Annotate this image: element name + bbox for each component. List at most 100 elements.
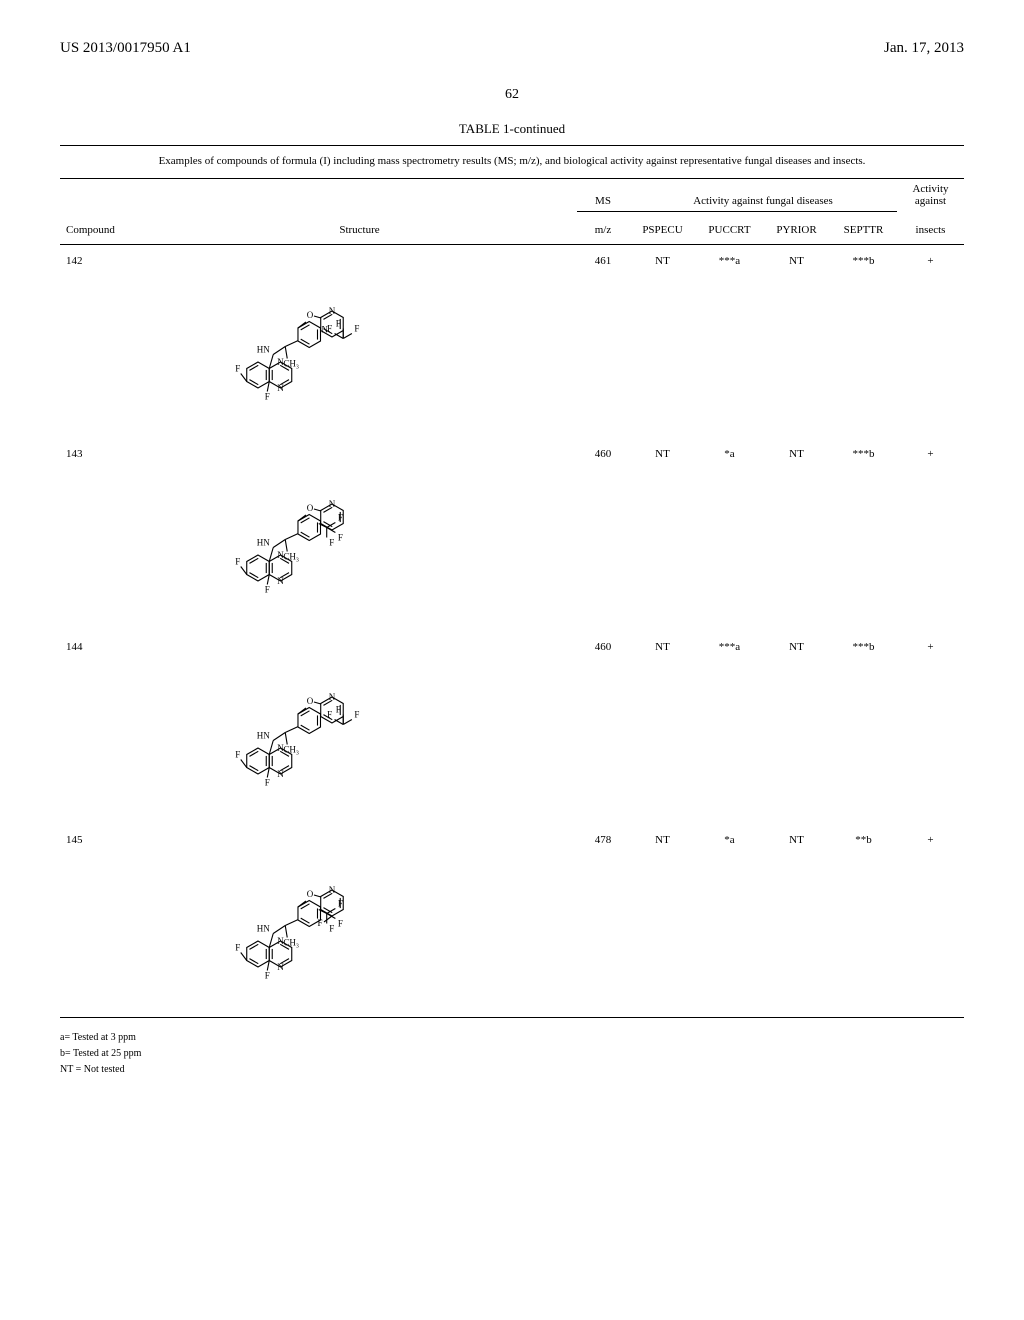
cell-mz: 460 — [577, 631, 629, 824]
cell-compound: 144 — [60, 631, 142, 824]
cell-pspecu: NT — [629, 438, 696, 631]
svg-text:N: N — [328, 692, 335, 702]
svg-text:F: F — [317, 918, 322, 928]
cell-pspecu: NT — [629, 824, 696, 1017]
svg-text:F: F — [329, 923, 334, 933]
cell-puccrt: ***a — [696, 245, 763, 438]
col-mz: m/z — [577, 220, 629, 240]
svg-text:F: F — [335, 704, 340, 714]
footnote-a: a= Tested at 3 ppm — [60, 1030, 964, 1046]
svg-text:O: O — [306, 503, 313, 513]
ms-group-header: MS — [577, 179, 629, 211]
svg-text:F: F — [337, 512, 342, 522]
col-septtr: SEPTTR — [830, 220, 897, 240]
publication-number: US 2013/0017950 A1 — [60, 40, 191, 57]
svg-text:O: O — [306, 889, 313, 899]
svg-text:HN: HN — [256, 730, 269, 740]
cell-septtr: ***b — [830, 438, 897, 631]
svg-text:CH₃: CH₃ — [283, 744, 299, 754]
footnotes: a= Tested at 3 ppm b= Tested at 25 ppm N… — [60, 1030, 964, 1078]
svg-text:HN: HN — [256, 344, 269, 354]
footnote-b: b= Tested at 25 ppm — [60, 1046, 964, 1062]
col-compound: Compound — [60, 220, 142, 240]
svg-text:F: F — [235, 363, 240, 373]
cell-mz: 460 — [577, 438, 629, 631]
svg-text:F: F — [264, 391, 269, 401]
cell-pyrior: NT — [763, 631, 830, 824]
cell-insects: + — [897, 245, 964, 438]
cell-compound: 143 — [60, 438, 142, 631]
cell-mz: 461 — [577, 245, 629, 438]
table-row: 143 NNFFHNCH₃ONFFF 460 NT *a NT ***b + — [60, 438, 964, 631]
cell-structure: NNFFHNCH₃ONFFF — [142, 438, 577, 631]
cell-pyrior: NT — [763, 824, 830, 1017]
svg-text:F: F — [337, 532, 342, 542]
cell-structure: NNFFHNCH₃ONNFFF — [142, 245, 577, 438]
cell-mz: 478 — [577, 824, 629, 1017]
cell-compound: 142 — [60, 245, 142, 438]
insects-group-header: Activity against — [897, 179, 964, 211]
svg-text:F: F — [327, 709, 332, 719]
svg-text:F: F — [337, 898, 342, 908]
bottom-rule — [60, 1017, 964, 1018]
svg-text:F: F — [264, 584, 269, 594]
svg-text:F: F — [354, 323, 359, 333]
table-row: 144 NNFFHNCH₃ONFFF 460 NT ***a NT ***b + — [60, 631, 964, 824]
cell-insects: + — [897, 631, 964, 824]
compound-table: MS Activity against fungal diseases Acti… — [60, 179, 964, 240]
svg-text:F: F — [264, 777, 269, 787]
cell-puccrt: *a — [696, 438, 763, 631]
svg-text:F: F — [329, 537, 334, 547]
cell-insects: + — [897, 438, 964, 631]
svg-text:N: N — [328, 499, 335, 509]
cell-puccrt: *a — [696, 824, 763, 1017]
svg-text:N: N — [277, 383, 284, 393]
svg-text:N: N — [328, 885, 335, 895]
svg-text:CH₃: CH₃ — [283, 551, 299, 561]
table-row: 145 NNFFHNCH₃ONFFFF 478 NT *a NT **b + — [60, 824, 964, 1017]
svg-text:O: O — [306, 696, 313, 706]
cell-septtr: ***b — [830, 245, 897, 438]
cell-insects: + — [897, 824, 964, 1017]
cell-pyrior: NT — [763, 438, 830, 631]
svg-text:HN: HN — [256, 537, 269, 547]
fungal-group-header: Activity against fungal diseases — [629, 179, 897, 211]
col-insects: insects — [897, 220, 964, 240]
cell-septtr: **b — [830, 824, 897, 1017]
patent-header: US 2013/0017950 A1 Jan. 17, 2013 — [60, 40, 964, 57]
cell-pyrior: NT — [763, 245, 830, 438]
publication-date: Jan. 17, 2013 — [884, 40, 964, 57]
table-caption: Examples of compounds of formula (I) inc… — [60, 146, 964, 178]
svg-text:F: F — [235, 556, 240, 566]
col-structure: Structure — [142, 220, 577, 240]
svg-text:F: F — [235, 749, 240, 759]
col-pspecu: PSPECU — [629, 220, 696, 240]
svg-text:F: F — [337, 918, 342, 928]
table-title: TABLE 1-continued — [60, 121, 964, 137]
page-number: 62 — [60, 87, 964, 103]
svg-text:O: O — [306, 310, 313, 320]
svg-text:N: N — [328, 306, 335, 316]
svg-text:F: F — [335, 318, 340, 328]
cell-compound: 145 — [60, 824, 142, 1017]
cell-structure: NNFFHNCH₃ONFFF — [142, 631, 577, 824]
table-row: 142 NNFFHNCH₃ONNFFF 461 NT ***a NT ***b … — [60, 245, 964, 438]
cell-pspecu: NT — [629, 631, 696, 824]
footnote-nt: NT = Not tested — [60, 1062, 964, 1078]
svg-text:F: F — [354, 709, 359, 719]
svg-text:F: F — [327, 323, 332, 333]
cell-puccrt: ***a — [696, 631, 763, 824]
col-pyrior: PYRIOR — [763, 220, 830, 240]
svg-text:HN: HN — [256, 923, 269, 933]
svg-text:N: N — [277, 576, 284, 586]
cell-septtr: ***b — [830, 631, 897, 824]
svg-text:CH₃: CH₃ — [283, 937, 299, 947]
compound-table-body: 142 NNFFHNCH₃ONNFFF 461 NT ***a NT ***b … — [60, 245, 964, 1017]
col-puccrt: PUCCRT — [696, 220, 763, 240]
cell-structure: NNFFHNCH₃ONFFFF — [142, 824, 577, 1017]
svg-text:N: N — [277, 769, 284, 779]
svg-text:F: F — [264, 970, 269, 980]
svg-text:F: F — [235, 942, 240, 952]
cell-pspecu: NT — [629, 245, 696, 438]
svg-text:CH₃: CH₃ — [283, 358, 299, 368]
